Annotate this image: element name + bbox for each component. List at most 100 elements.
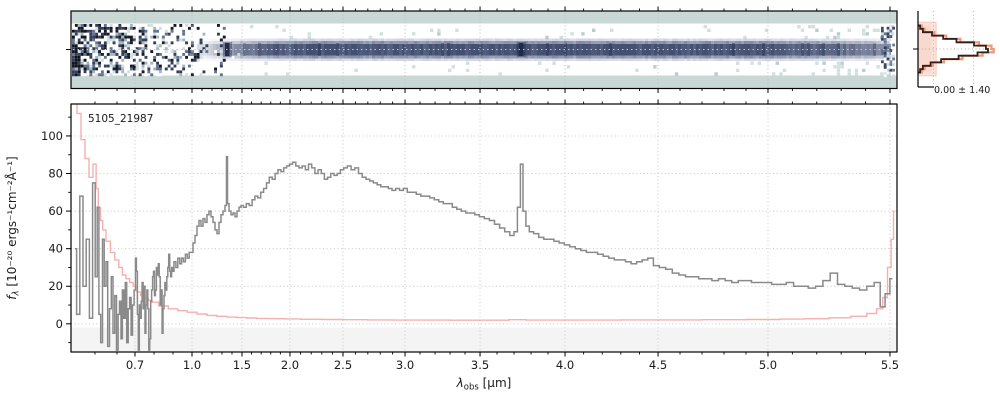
spec2d-trace-core <box>606 44 609 56</box>
spec2d-noise-pixel <box>124 32 128 36</box>
spec2d-speckle <box>815 28 819 32</box>
spec2d-noise-pixel <box>103 73 107 77</box>
spec2d-noise-pixel <box>214 70 217 74</box>
spec2d-noise-pixel <box>132 41 136 45</box>
spec2d-speckle <box>538 61 542 65</box>
pixel-histogram-panel <box>913 11 997 88</box>
spec2d-noise-pixel <box>156 44 159 48</box>
spec2d-trace-core <box>705 44 708 56</box>
spec2d-noise-pixel <box>109 24 113 27</box>
spec2d-noise-pixel <box>103 67 107 71</box>
spec2d-trace-darkcol <box>258 43 261 56</box>
spec2d-trace-core <box>507 44 510 56</box>
spec2d-trace-core <box>255 44 258 56</box>
spec2d-noise-pixel <box>98 29 101 33</box>
spec2d-noise-pixel <box>115 64 119 68</box>
spec2d-noise-pixel <box>196 44 200 48</box>
spec2d-speckle <box>566 65 571 69</box>
spec2d-speckle <box>772 72 776 76</box>
spec2d-noise-pixel <box>74 70 78 74</box>
spec2d-noise-pixel <box>101 38 104 42</box>
spec2d-trace-core <box>633 44 636 56</box>
spec2d-noise-pixel <box>222 35 226 39</box>
spec2d-noise-pixel <box>883 52 887 55</box>
spec2d-speckle <box>815 61 819 65</box>
spec2d-noise-pixel <box>121 47 125 51</box>
spec2d-noise-pixel <box>144 38 148 42</box>
spec2d-noise-pixel <box>199 50 203 53</box>
spec2d-noise-pixel <box>159 26 162 30</box>
spec2d-speckle <box>674 72 679 76</box>
spec2d-trace-core <box>411 44 414 56</box>
spec2d-noise-pixel <box>881 49 884 52</box>
spec2d-trace-core <box>798 44 801 56</box>
spec2d-noise-pixel <box>127 41 130 45</box>
spec2d-noise-pixel <box>83 67 87 71</box>
spec2d-noise-pixel <box>135 61 139 65</box>
spec2d-trace-core <box>552 44 555 56</box>
spec2d-noise-pixel <box>109 32 113 36</box>
spec2d-noise-pixel <box>72 67 75 71</box>
spec2d-trace-core <box>273 44 276 56</box>
spec2d-trace-core <box>780 44 783 56</box>
spec2d-speckle <box>800 28 805 32</box>
spec2d-noise-pixel <box>103 55 107 59</box>
spec2d-noise-pixel <box>170 41 174 45</box>
spec2d-noise-pixel <box>106 70 110 74</box>
spec2d-noise-pixel <box>170 61 174 65</box>
spec2d-noise-pixel <box>77 24 81 27</box>
spec2d-noise-pixel <box>112 50 116 53</box>
spec2d-noise-pixel <box>179 29 183 33</box>
spec2d-noise-pixel <box>86 53 90 56</box>
spec2d-noise-pixel <box>170 50 174 53</box>
spec2d-trace-core <box>294 44 297 56</box>
spec2d-trace-core <box>453 44 456 56</box>
x-tick-label: 1.5 <box>233 358 251 372</box>
spec2d-noise-pixel <box>159 44 162 48</box>
spec2d-noise-pixel <box>118 47 122 51</box>
spec2d-trace-core <box>624 44 627 56</box>
spec2d-noise-pixel <box>115 26 119 30</box>
spec2d-trace-core <box>573 44 576 56</box>
spec2d-noise-pixel <box>86 50 90 53</box>
spec2d-noise-pixel <box>101 58 104 62</box>
spec2d-noise-pixel <box>89 44 93 48</box>
spec2d-trace-core <box>393 44 396 56</box>
spec2d-noise-pixel <box>74 58 78 62</box>
spec2d-noise-pixel <box>130 24 133 27</box>
spec2d-noise-pixel <box>80 67 84 71</box>
spec2d-trace-core <box>240 44 243 56</box>
spec2d-noise-pixel <box>196 53 200 56</box>
spec2d-noise-pixel <box>92 32 96 36</box>
spec2d-trace-core <box>804 44 807 56</box>
spec2d-noise-pixel <box>144 61 148 65</box>
spec2d-noise-pixel <box>95 32 99 36</box>
spec2d-speckle <box>412 65 416 69</box>
spec2d-noise-pixel <box>892 54 895 58</box>
spec2d-trace-core <box>786 44 789 56</box>
spec2d-noise-pixel <box>167 58 171 62</box>
spec2d-speckle <box>854 72 859 76</box>
x-axis-label-units: [μm] <box>479 376 512 390</box>
spec2d-noise-pixel <box>886 71 890 75</box>
spec2d-noise-pixel <box>883 63 887 66</box>
spec2d-noise-pixel <box>89 29 93 33</box>
spec2d-trace-core <box>303 44 306 56</box>
spec2d-speckle <box>833 65 837 69</box>
spec2d-noise-pixel <box>89 67 93 71</box>
spec2d-noise-pixel <box>89 38 93 42</box>
spec2d-noise-pixel <box>95 38 99 42</box>
spec2d-noise-pixel <box>127 70 130 74</box>
spec2d-noise-pixel <box>109 26 113 30</box>
spec2d-noise-pixel <box>219 38 223 42</box>
spec2d-noise-pixel <box>130 35 133 39</box>
spec2d-noise-pixel <box>883 40 887 44</box>
spec2d-trace-core <box>741 44 744 56</box>
spec2d-trace-core <box>708 44 711 56</box>
spec2d-noise-pixel <box>89 41 93 45</box>
spec2d-noise-pixel <box>101 61 104 65</box>
spec2d-noise-pixel <box>124 38 128 42</box>
spec2d-trace-core <box>660 44 663 56</box>
spec2d-noise-pixel <box>124 35 128 39</box>
spec2d-noise-pixel <box>176 70 180 74</box>
